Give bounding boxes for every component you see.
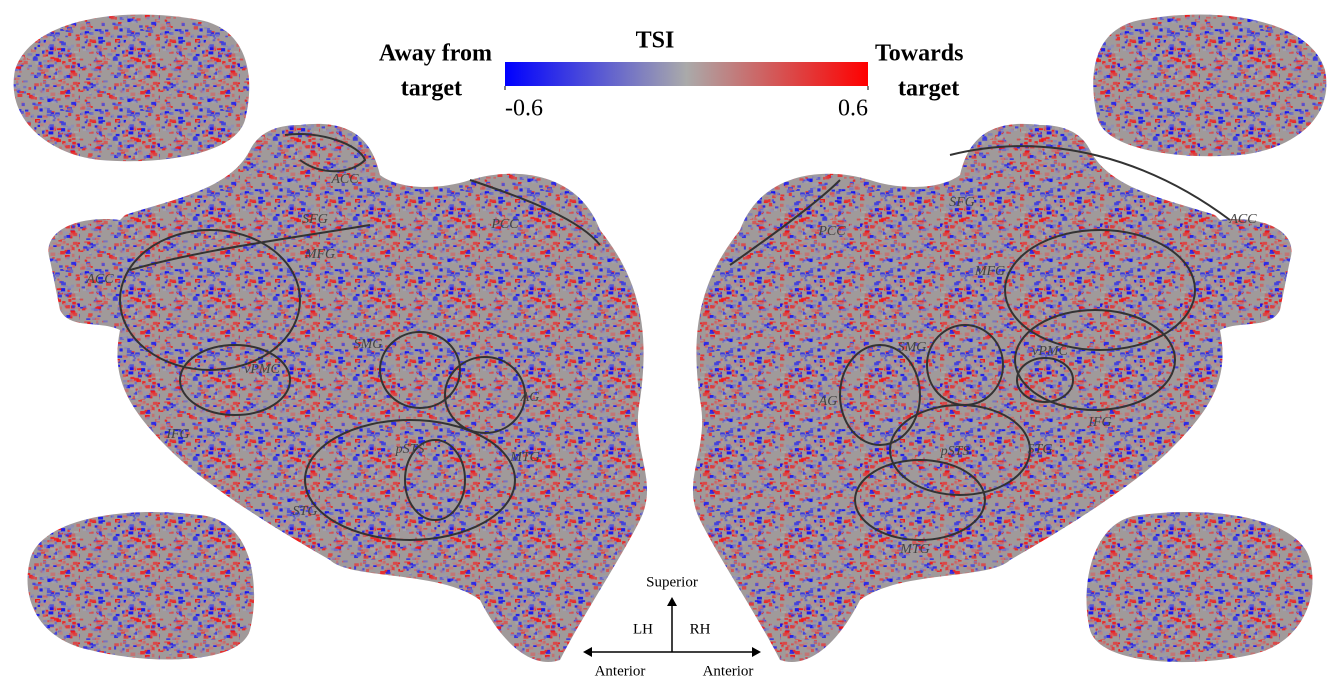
inflated-brain <box>1087 512 1313 662</box>
roi-label: ACC <box>330 172 359 187</box>
colorbar-tick-label: -0.6 <box>505 96 543 122</box>
roi-label: AG <box>818 394 838 409</box>
orientation-label: Anterior <box>595 663 646 679</box>
roi-label: STG <box>293 504 318 519</box>
roi-label: pSTS <box>940 444 970 459</box>
orientation: Superior LH RH Anterior Anterior <box>583 574 761 679</box>
inflated-brain <box>1093 14 1326 156</box>
brain-surfaces <box>14 14 1327 662</box>
roi-label: SMG <box>898 340 927 355</box>
roi-label: AG <box>520 390 540 405</box>
roi-label: pSTS <box>395 442 425 457</box>
roi-label: STG <box>1028 442 1053 457</box>
colorbar-left-label: target <box>401 76 462 102</box>
roi-label: SFG <box>302 212 328 227</box>
inflated-brain <box>14 14 250 161</box>
roi-label: vPMC <box>1032 344 1068 359</box>
orientation-label: LH <box>633 621 653 637</box>
colorbar-tick-label: 0.6 <box>838 96 868 122</box>
roi-label: PCC <box>490 217 519 232</box>
roi-label: ACC <box>1228 212 1257 227</box>
roi-label: SFG <box>949 195 975 210</box>
colorbar-right-label: target <box>898 76 959 102</box>
roi-label: vPMC <box>244 362 280 377</box>
inflated-brain <box>28 512 255 660</box>
colorbar <box>505 62 868 86</box>
colorbar-left-label: Away from <box>379 41 492 67</box>
figure: TSI Away from target Towards target Supe… <box>0 0 1341 683</box>
orientation-label: RH <box>690 621 711 637</box>
roi-label: SMG <box>354 337 383 352</box>
roi-label: PCC <box>817 224 846 239</box>
orientation-label: Anterior <box>703 663 754 679</box>
roi-label: MTG <box>509 450 540 465</box>
colorbar-right-label: Towards <box>875 41 963 67</box>
roi-label: MFG <box>974 264 1005 279</box>
roi-label: IFG <box>165 427 189 442</box>
roi-label: IFG <box>1087 415 1111 430</box>
roi-label: MTG <box>899 542 930 557</box>
roi-label: MFG <box>304 247 335 262</box>
colorbar-title: TSI <box>636 28 675 54</box>
roi-label: ACC <box>85 272 114 287</box>
orientation-label: Superior <box>646 574 698 590</box>
